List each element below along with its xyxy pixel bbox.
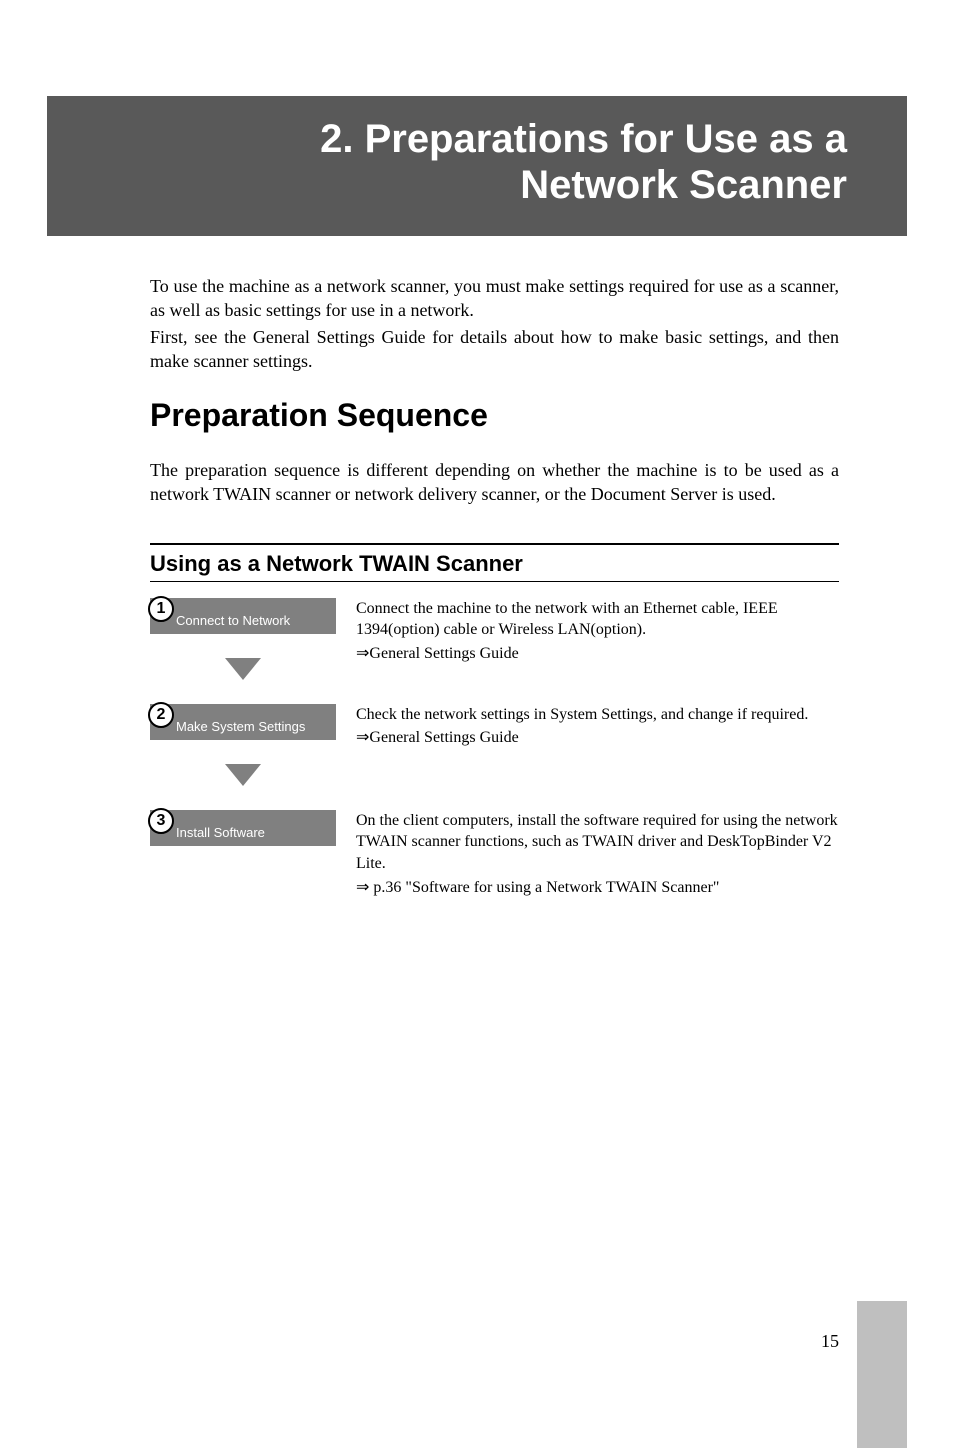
step-desc-2: Check the network settings in System Set… <box>356 704 839 726</box>
step-number-1: 1 <box>148 596 174 622</box>
subsection-title: Using as a Network TWAIN Scanner <box>150 543 839 582</box>
step-row-2: 2 Make System Settings Check the network… <box>150 704 839 810</box>
step-box-1: 1 Connect to Network <box>150 598 336 634</box>
step-text-1: Connect the machine to the network with … <box>356 598 839 667</box>
step-box-3: 3 Install Software <box>150 810 336 846</box>
chapter-title: 2. Preparations for Use as a Network Sca… <box>107 116 847 208</box>
chapter-title-line1: 2. Preparations for Use as a <box>320 117 847 161</box>
step-desc-3: On the client computers, install the sof… <box>356 810 839 875</box>
step-box-2: 2 Make System Settings <box>150 704 336 740</box>
step-label-2: Make System Settings <box>176 719 305 734</box>
page-number: 15 <box>821 1331 839 1352</box>
step-ref-1: ⇒General Settings Guide <box>356 643 839 665</box>
step-label-3: Install Software <box>176 825 265 840</box>
arrow-down-icon <box>225 658 261 680</box>
step-desc-1: Connect the machine to the network with … <box>356 598 839 641</box>
step-number-3: 3 <box>148 808 174 834</box>
step-ref-2: ⇒General Settings Guide <box>356 727 839 749</box>
step-row-1: 1 Connect to Network Connect the machine… <box>150 598 839 704</box>
chapter-header: 2. Preparations for Use as a Network Sca… <box>47 96 907 236</box>
step-box-wrap-1: 1 Connect to Network <box>150 598 336 704</box>
step-text-2: Check the network settings in System Set… <box>356 704 839 751</box>
intro-paragraph-1: To use the machine as a network scanner,… <box>150 274 839 323</box>
chapter-title-line2: Network Scanner <box>520 163 847 207</box>
step-box-wrap-3: 3 Install Software <box>150 810 336 846</box>
section-title: Preparation Sequence <box>150 397 954 434</box>
step-number-2: 2 <box>148 702 174 728</box>
step-label-1: Connect to Network <box>176 613 290 628</box>
arrow-down-icon <box>225 764 261 786</box>
steps-container: 1 Connect to Network Connect the machine… <box>150 598 839 900</box>
step-text-3: On the client computers, install the sof… <box>356 810 839 900</box>
intro-text: To use the machine as a network scanner,… <box>150 274 839 373</box>
step-ref-3: ⇒ p.36 "Software for using a Network TWA… <box>356 877 839 899</box>
step-row-3: 3 Install Software On the client compute… <box>150 810 839 900</box>
side-bar-decoration <box>857 1301 907 1448</box>
intro-paragraph-2: First, see the General Settings Guide fo… <box>150 325 839 374</box>
step-box-wrap-2: 2 Make System Settings <box>150 704 336 810</box>
section-intro: The preparation sequence is different de… <box>150 458 839 507</box>
